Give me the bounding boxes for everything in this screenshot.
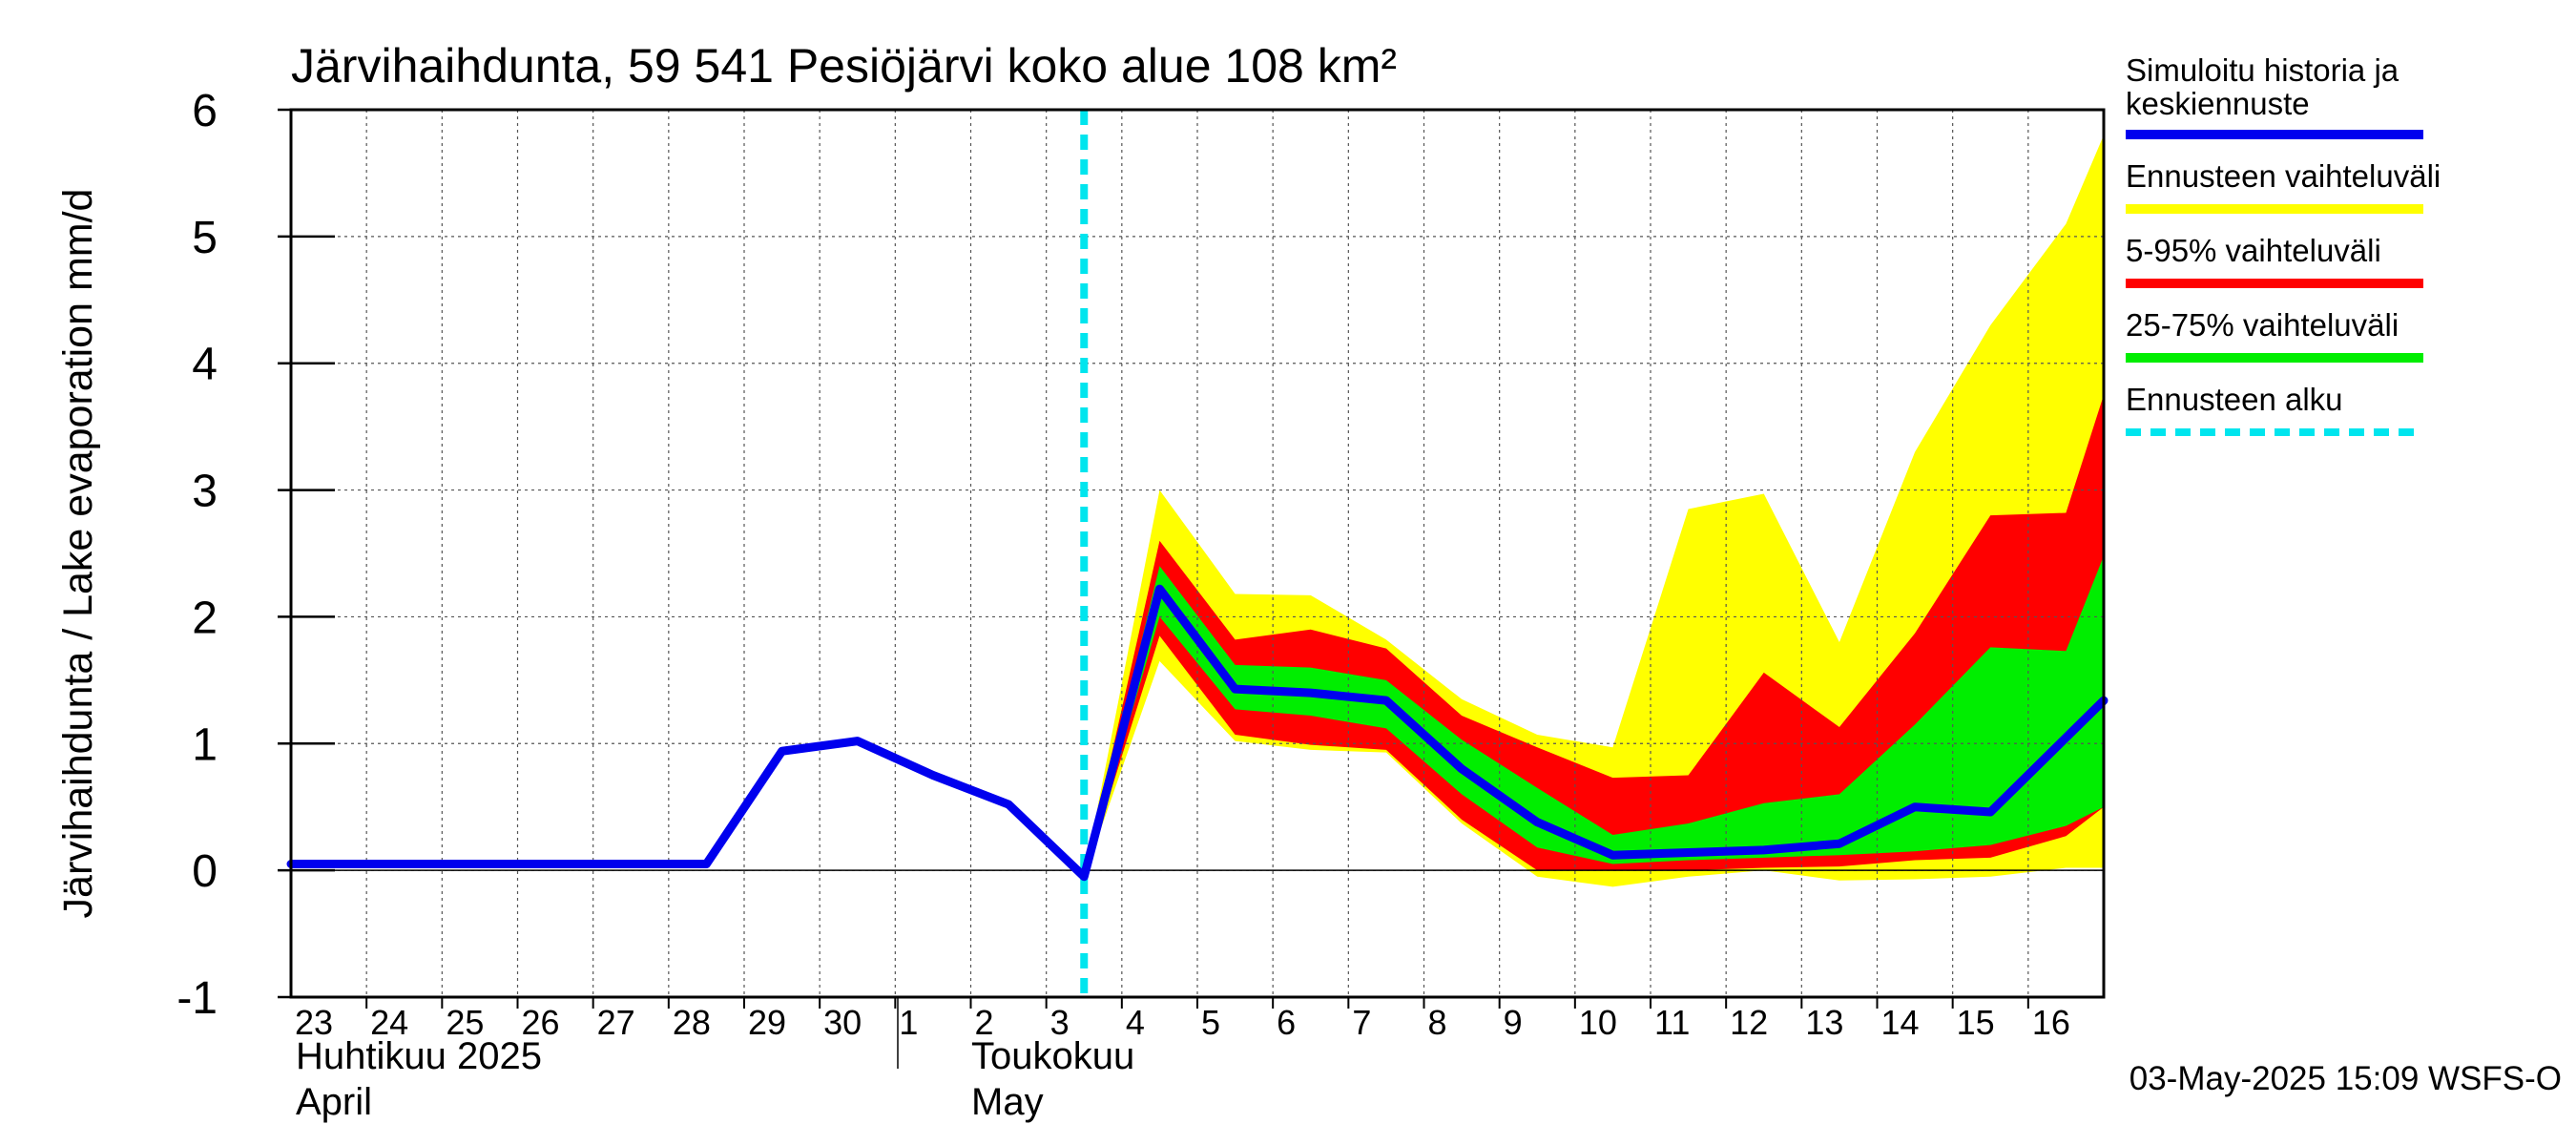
y-tick-label: 5 xyxy=(192,213,218,263)
x-tick-label: 1 xyxy=(899,1003,918,1042)
y-tick-label: 2 xyxy=(192,593,218,643)
x-tick-label: 8 xyxy=(1428,1003,1447,1042)
timestamp: 03-May-2025 15:09 WSFS-O xyxy=(2129,1060,2562,1097)
band-5-95-area xyxy=(1084,394,2104,877)
series-group xyxy=(286,110,2109,997)
legend-label-sim-line1: Simuloitu historia ja xyxy=(2126,52,2399,88)
x-tick-label: 2 xyxy=(975,1003,994,1042)
x-tick-label: 12 xyxy=(1730,1003,1768,1042)
month-label-april-fi: Huhtikuu 2025 xyxy=(296,1035,542,1077)
legend-label-forecast-start: Ennusteen alku xyxy=(2126,382,2343,417)
grid-lines xyxy=(291,110,2104,997)
y-axis-label: Järvihaihdunta / Lake evaporation mm/d xyxy=(55,189,101,919)
legend-label-sim-line2: keskiennuste xyxy=(2126,86,2310,121)
x-tick-label: 9 xyxy=(1504,1003,1523,1042)
x-tick-label: 28 xyxy=(673,1003,711,1042)
x-tick-label: 3 xyxy=(1050,1003,1070,1042)
legend: Simuloitu historia ja keskiennuste Ennus… xyxy=(2126,52,2441,436)
forecast-bands xyxy=(1084,135,2104,887)
legend-label-25-75: 25-75% vaihteluväli xyxy=(2126,307,2399,343)
y-tick-label: 0 xyxy=(192,846,218,897)
x-tick-label: 30 xyxy=(823,1003,862,1042)
y-tick-label: 1 xyxy=(192,719,218,770)
x-tick-label: 29 xyxy=(748,1003,786,1042)
y-tick-label: -1 xyxy=(177,973,218,1024)
x-tick-label: 13 xyxy=(1805,1003,1843,1042)
x-tick-label: 11 xyxy=(1654,1003,1690,1042)
x-tick-label: 24 xyxy=(370,1003,408,1042)
y-tick-label: 4 xyxy=(192,340,218,390)
x-tick-label: 7 xyxy=(1352,1003,1371,1042)
x-tick-label: 26 xyxy=(522,1003,560,1042)
x-tick-label: 10 xyxy=(1579,1003,1617,1042)
series-line-median xyxy=(286,584,2109,882)
x-tick-label: 27 xyxy=(597,1003,635,1042)
x-tick-label: 16 xyxy=(2032,1003,2070,1042)
y-tick-label: 3 xyxy=(192,467,218,517)
x-tick-label: 15 xyxy=(1957,1003,1995,1042)
legend-label-range: Ennusteen vaihteluväli xyxy=(2126,158,2441,194)
x-axis: 23 24 25 26 27 28 29 30 1 2 3 4 5 6 7 8 9 10 11 12 13 14 15 16 xyxy=(295,997,2070,1042)
y-axis: -1 0 1 2 3 4 5 6 xyxy=(177,86,335,1024)
chart-title: Järvihaihdunta, 59 541 Pesiöjärvi koko a… xyxy=(291,39,1397,93)
x-tick-label: 4 xyxy=(1126,1003,1145,1042)
x-tick-label: 25 xyxy=(446,1003,484,1042)
month-label-april-en: April xyxy=(296,1081,372,1123)
legend-label-5-95: 5-95% vaihteluväli xyxy=(2126,233,2381,268)
y-tick-label: 6 xyxy=(192,86,218,136)
x-tick-label: 6 xyxy=(1277,1003,1296,1042)
legend-label-sim: Simuloitu historia ja keskiennuste xyxy=(2126,52,2407,121)
month-label-may-en: May xyxy=(971,1081,1044,1123)
month-label-may-fi: Toukokuu xyxy=(971,1035,1134,1077)
x-tick-label: 14 xyxy=(1881,1003,1920,1042)
x-tick-label: 5 xyxy=(1201,1003,1220,1042)
band-25-75-area xyxy=(1084,555,2104,877)
x-tick-label: 23 xyxy=(295,1003,333,1042)
